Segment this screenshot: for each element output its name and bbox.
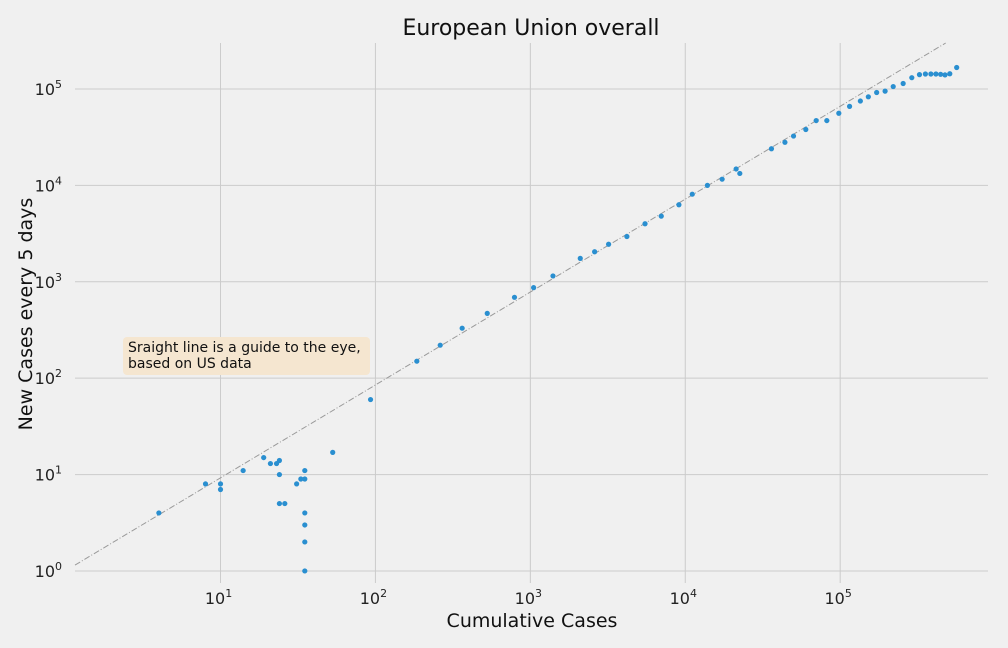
- data-point: [909, 75, 915, 81]
- data-point: [302, 522, 308, 528]
- guide-line: [74, 42, 946, 566]
- data-point: [846, 103, 853, 109]
- data-point: [865, 94, 871, 100]
- data-point: [484, 310, 490, 316]
- data-point: [733, 166, 739, 172]
- data-point: [942, 72, 948, 78]
- data-point: [217, 486, 224, 493]
- annotation-line-1: Sraight line is a guide to the eye,: [128, 340, 361, 356]
- data-point: [890, 83, 896, 90]
- data-point: [276, 500, 283, 507]
- y-tick-label: 102: [35, 367, 62, 388]
- x-tick-label: 105: [824, 587, 851, 608]
- grid: [75, 43, 988, 583]
- data-point: [874, 89, 880, 96]
- data-point: [954, 64, 960, 71]
- x-tick-label: 103: [515, 587, 542, 608]
- data-point: [592, 249, 598, 255]
- data-point: [367, 396, 374, 403]
- data-point: [577, 255, 583, 261]
- x-tick-label: 102: [360, 587, 387, 608]
- data-point: [916, 72, 923, 78]
- data-point: [511, 294, 518, 300]
- data-point: [282, 500, 288, 507]
- data-point: [217, 481, 224, 487]
- data-point: [302, 568, 308, 574]
- data-point: [302, 476, 308, 482]
- data-point: [836, 110, 842, 116]
- data-point: [938, 71, 944, 77]
- data-point: [302, 539, 308, 545]
- x-tick-label: 101: [205, 587, 232, 608]
- points-group: [156, 64, 960, 574]
- data-point: [459, 325, 465, 331]
- data-point: [624, 233, 630, 240]
- data-point: [737, 170, 743, 177]
- data-point: [882, 88, 888, 94]
- data-point: [782, 139, 788, 145]
- data-point: [414, 358, 420, 364]
- data-point: [156, 510, 162, 516]
- data-point: [202, 481, 209, 487]
- data-point: [689, 191, 695, 197]
- data-point: [922, 71, 929, 77]
- x-tick-label: 104: [670, 587, 697, 608]
- data-point: [240, 467, 246, 474]
- data-point: [642, 221, 648, 227]
- data-point: [790, 133, 797, 139]
- y-tick-label: 101: [35, 464, 62, 485]
- guide-line-group: [74, 42, 946, 566]
- data-point: [704, 182, 711, 188]
- data-point: [531, 285, 537, 291]
- data-point: [857, 98, 863, 104]
- data-point: [267, 460, 274, 467]
- y-tick-label: 104: [35, 174, 62, 195]
- data-point: [947, 71, 953, 77]
- y-axis-label: New Cases every 5 days: [15, 198, 37, 431]
- data-point: [803, 126, 809, 133]
- annotation-line-2: based on US data: [128, 356, 252, 372]
- annotation-background: [123, 337, 370, 375]
- y-tick-label: 100: [35, 560, 62, 581]
- data-point: [928, 71, 934, 77]
- data-point: [261, 454, 267, 461]
- x-tick-labels: 101 102 103 104 105: [205, 587, 852, 608]
- data-point: [437, 342, 443, 348]
- data-point: [276, 457, 283, 464]
- chart-title: European Union overall: [402, 16, 659, 41]
- data-point: [813, 117, 819, 124]
- data-point: [550, 273, 556, 279]
- data-point: [658, 213, 664, 219]
- data-point: [330, 449, 336, 455]
- data-point: [298, 476, 304, 482]
- y-tick-labels: 100 101 102 103 104 105: [35, 78, 62, 581]
- data-point: [768, 146, 775, 152]
- data-point: [824, 117, 830, 124]
- y-tick-label: 103: [35, 271, 62, 292]
- x-axis-label: Cumulative Cases: [447, 610, 618, 632]
- data-point: [676, 202, 682, 208]
- data-point: [900, 80, 906, 87]
- data-point: [276, 471, 283, 478]
- data-point: [933, 71, 939, 77]
- y-tick-label: 105: [35, 78, 62, 99]
- annotation-box: Sraight line is a guide to the eye, base…: [123, 337, 370, 375]
- data-point: [719, 176, 725, 182]
- data-point: [302, 510, 308, 516]
- data-point: [302, 467, 308, 474]
- data-point: [294, 481, 300, 487]
- data-point: [605, 241, 612, 247]
